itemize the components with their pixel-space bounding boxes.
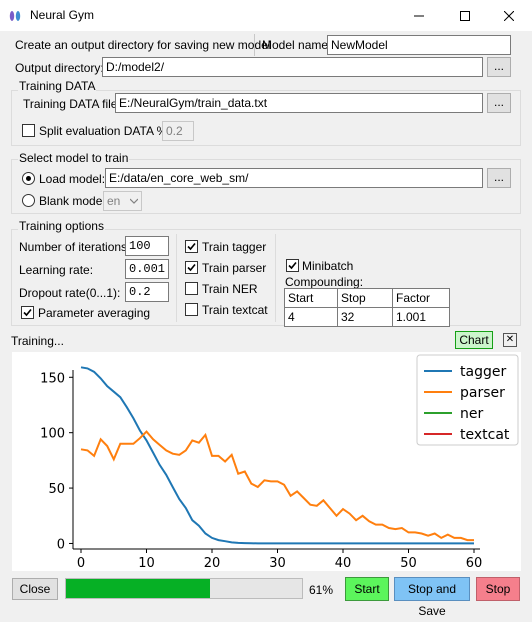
legend-label-parser: parser (460, 385, 505, 401)
compounding-header: Start (284, 288, 338, 308)
training-chart: 0 50 100 150 0 10 20 30 40 50 60 tagger parser ner tex… (12, 352, 521, 571)
compounding-stop-cell[interactable]: 32 (337, 307, 393, 327)
train-textcat-label: Train textcat (202, 303, 268, 317)
output-dir-input[interactable]: D:/model2/ (102, 57, 483, 77)
iterations-label: Number of iterations: (19, 240, 131, 254)
train-ner-label: Train NER (202, 282, 258, 296)
maximize-button[interactable] (442, 0, 488, 31)
param-averaging-checkbox[interactable] (21, 306, 34, 319)
train-textcat-checkbox[interactable] (185, 303, 198, 316)
compounding-header: Stop (337, 288, 393, 308)
chart-legend (416, 354, 519, 446)
maximize-icon (460, 10, 470, 21)
learning-rate-label: Learning rate: (19, 263, 94, 277)
divider (176, 234, 177, 322)
window-title: Neural Gym (30, 8, 95, 22)
iterations-input[interactable]: 100 (125, 236, 169, 256)
x-tick-label: 30 (269, 556, 286, 571)
y-tick-label: 150 (40, 371, 65, 386)
close-window-button[interactable] (486, 0, 532, 31)
y-tick-label: 0 (57, 537, 65, 552)
y-tick-label: 100 (40, 427, 65, 442)
split-eval-label: Split evaluation DATA % (39, 124, 168, 138)
training-file-browse-button[interactable]: ... (487, 93, 511, 113)
legend-label-textcat: textcat (460, 427, 510, 443)
output-dir-label: Output directory: (15, 61, 104, 75)
loss-chart-svg: 0 50 100 150 0 10 20 30 40 50 60 tagger parser ner tex… (40, 354, 519, 571)
checkmark-icon (288, 261, 297, 270)
progress-bar-fill (66, 579, 210, 598)
load-model-browse-button[interactable]: ... (487, 168, 511, 188)
output-dir-browse-button[interactable]: ... (487, 57, 511, 77)
series-line-parser (80, 430, 474, 542)
train-tagger-checkbox[interactable] (185, 240, 198, 253)
compounding-factor-cell[interactable]: 1.001 (392, 307, 450, 327)
training-options-group (11, 229, 521, 326)
compounding-table: Start Stop Factor 4 32 1.001 (284, 288, 450, 327)
blank-lang-select[interactable]: en (103, 191, 142, 211)
x-tick-label: 40 (335, 556, 352, 571)
checkmark-icon (187, 263, 196, 272)
train-ner-checkbox[interactable] (185, 282, 198, 295)
load-model-input[interactable]: E:/data/en_core_web_sm/ (105, 168, 483, 188)
param-averaging-label: Parameter averaging (38, 306, 151, 320)
split-eval-input[interactable]: 0.2 (162, 121, 194, 141)
train-parser-checkbox[interactable] (185, 261, 198, 274)
progress-bar (65, 578, 303, 599)
divider (275, 234, 276, 322)
y-tick-label: 50 (48, 482, 65, 497)
app-icon (9, 11, 21, 21)
chart-toggle-button[interactable]: Chart (455, 331, 493, 349)
minimize-icon (414, 15, 424, 16)
blank-lang-value: en (107, 194, 121, 208)
blank-model-radio[interactable] (22, 194, 35, 207)
create-output-label: Create an output directory for saving ne… (15, 38, 271, 52)
learning-rate-input[interactable]: 0.001 (125, 259, 169, 279)
x-tick-label: 10 (138, 556, 155, 571)
x-tick-label: 50 (400, 556, 417, 571)
checkmark-icon (23, 308, 32, 317)
minibatch-checkbox[interactable] (286, 259, 299, 272)
x-tick-label: 0 (77, 556, 85, 571)
start-button[interactable]: Start (345, 577, 389, 601)
chevron-down-icon (130, 198, 138, 204)
load-model-radio[interactable] (22, 172, 35, 185)
close-icon (504, 10, 514, 21)
model-name-input[interactable]: NewModel (327, 35, 511, 55)
series-line-tagger (80, 366, 474, 545)
training-options-heading: Training options (18, 219, 105, 233)
close-button[interactable]: Close (12, 578, 58, 600)
training-file-input[interactable]: E:/NeuralGym/train_data.txt (115, 93, 483, 113)
compounding-header: Factor (392, 288, 450, 308)
divider (254, 34, 255, 56)
stop-button[interactable]: Stop (476, 577, 520, 601)
train-parser-label: Train parser (202, 261, 267, 275)
select-model-heading: Select model to train (18, 151, 130, 165)
select-model-group (11, 159, 521, 214)
split-eval-checkbox[interactable] (22, 124, 35, 137)
load-model-label: Load model: (39, 172, 106, 186)
close-chart-button[interactable]: ✕ (503, 333, 517, 347)
minimize-button[interactable] (396, 0, 442, 31)
blank-model-label: Blank model (39, 194, 106, 208)
legend-label-ner: ner (460, 406, 483, 422)
dropout-input[interactable]: 0.2 (125, 282, 169, 302)
model-name-label: Model name: (262, 38, 332, 52)
minibatch-label: Minibatch (302, 259, 354, 273)
legend-label-tagger: tagger (460, 364, 506, 380)
stop-and-save-button[interactable]: Stop and Save (394, 577, 470, 618)
checkmark-icon (187, 242, 196, 251)
title-bar: Neural Gym (0, 0, 532, 31)
progress-percent: 61% (309, 583, 334, 597)
x-tick-label: 20 (204, 556, 221, 571)
dropout-label: Dropout rate(0...1): (19, 286, 121, 300)
compounding-label: Compounding: (285, 275, 364, 289)
training-status-label: Training... (11, 334, 64, 348)
training-data-heading: Training DATA (18, 79, 97, 93)
training-file-label: Training DATA file: (23, 97, 121, 111)
compounding-start-cell[interactable]: 4 (284, 307, 338, 327)
train-tagger-label: Train tagger (202, 240, 267, 254)
training-data-group (11, 90, 521, 146)
x-tick-label: 60 (466, 556, 483, 571)
